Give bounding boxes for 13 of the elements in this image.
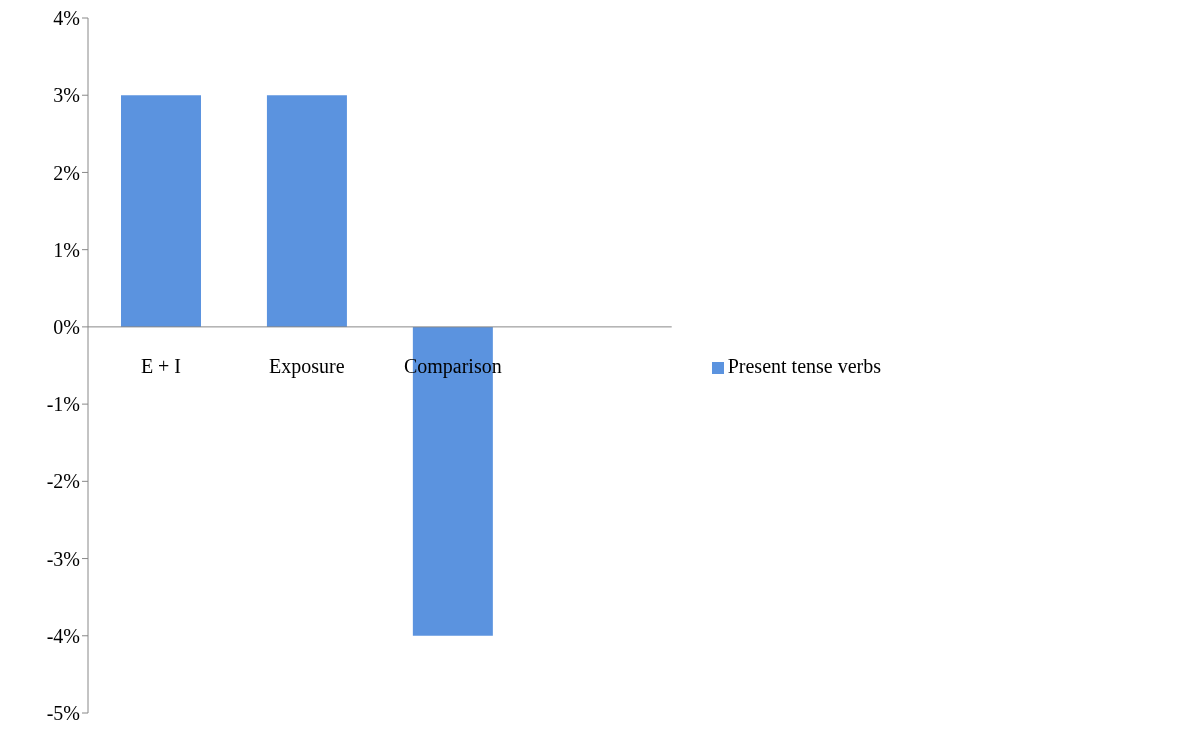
y-tick-label: -4% (46, 624, 80, 647)
y-tick-label: 1% (53, 238, 80, 261)
x-tick-label: Exposure (269, 354, 345, 378)
y-tick-label: 3% (53, 84, 80, 107)
legend-label: Present tense verbs (727, 354, 881, 377)
y-tick-label: 4% (53, 7, 80, 30)
y-tick-label: -3% (46, 547, 80, 570)
y-tick-label: -1% (46, 393, 80, 416)
y-tick-label: -2% (46, 470, 80, 493)
x-tick-label: E + I (140, 354, 182, 377)
y-tick-label: 2% (53, 161, 80, 184)
y-tick-label: -5% (46, 702, 80, 725)
y-tick-label: 0% (53, 315, 80, 338)
